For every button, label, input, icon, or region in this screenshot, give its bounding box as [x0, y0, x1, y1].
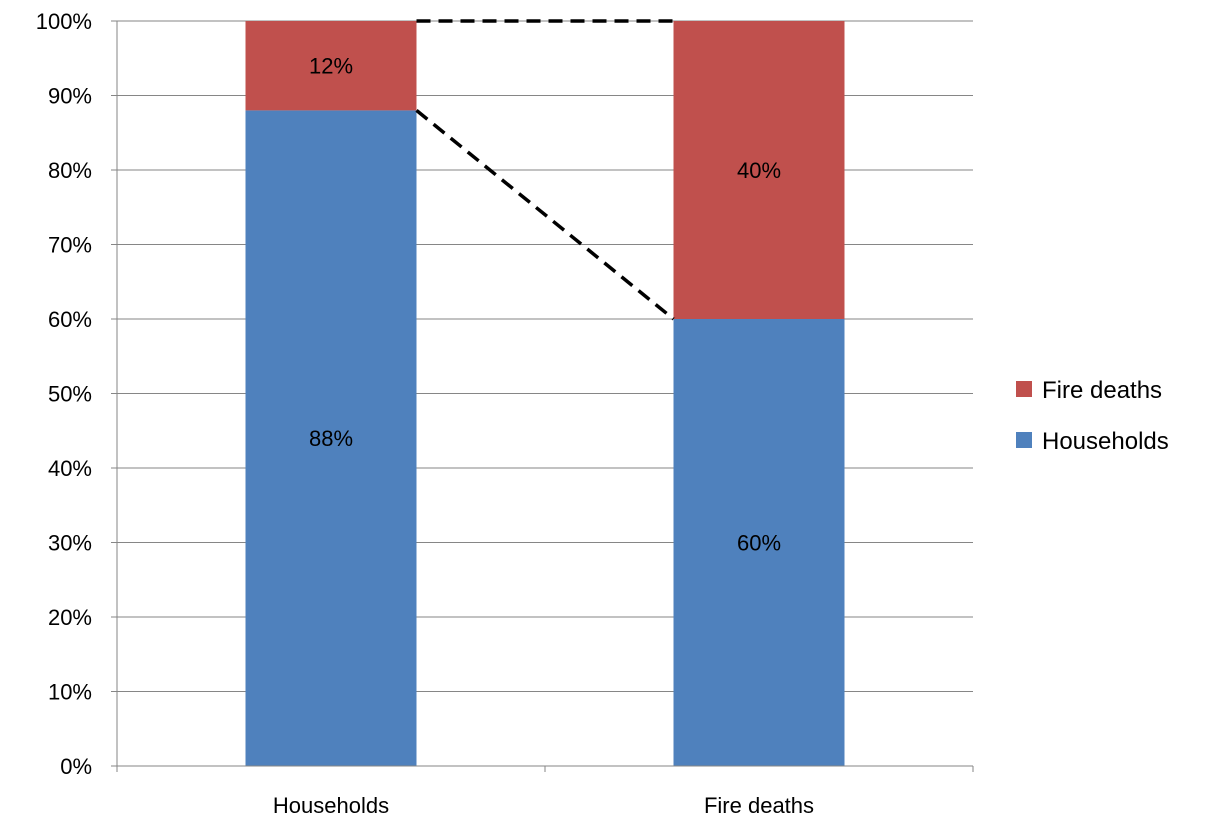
y-axis-tick-label: 20%	[48, 605, 92, 630]
connector-lines	[415, 19, 675, 321]
y-axis-tick-label: 90%	[48, 84, 92, 109]
dashed-connector-line	[415, 109, 675, 321]
gridlines	[117, 20, 973, 692]
y-axis-tick-label: 10%	[48, 680, 92, 705]
data-label: 60%	[737, 531, 781, 556]
legend-label: Households	[1042, 428, 1169, 455]
bar-segment	[673, 21, 845, 319]
bar-segment	[673, 319, 845, 766]
data-label: 40%	[737, 158, 781, 183]
x-axis-category-label: Fire deaths	[704, 793, 814, 817]
data-label: 12%	[309, 54, 353, 79]
legend-swatch	[1016, 381, 1032, 397]
x-axis: Households Fire deaths	[116, 21, 974, 817]
bar-segment	[245, 21, 417, 111]
data-label: 88%	[309, 426, 353, 451]
y-axis-tick-label: 70%	[48, 233, 92, 258]
y-axis-tick-label: 40%	[48, 456, 92, 481]
y-axis-tick-label: 30%	[48, 531, 92, 556]
legend: Fire deaths Households	[1016, 377, 1169, 455]
x-axis-category-label: Households	[273, 793, 389, 817]
y-axis-tick-label: 80%	[48, 158, 92, 183]
y-axis-tick-label: 100%	[36, 9, 92, 34]
y-axis-tick-label: 60%	[48, 307, 92, 332]
legend-swatch	[1016, 432, 1032, 448]
bars	[245, 21, 845, 766]
data-labels: 88% 12% 60% 40%	[309, 54, 781, 556]
y-axis-tick-label: 0%	[60, 754, 92, 779]
legend-label: Fire deaths	[1042, 377, 1162, 404]
y-axis-tick-labels: 0% 10% 20% 30% 40% 50% 60% 70% 80% 90% 100%	[36, 9, 117, 779]
bar-segment	[245, 110, 417, 766]
y-axis-tick-label: 50%	[48, 382, 92, 407]
